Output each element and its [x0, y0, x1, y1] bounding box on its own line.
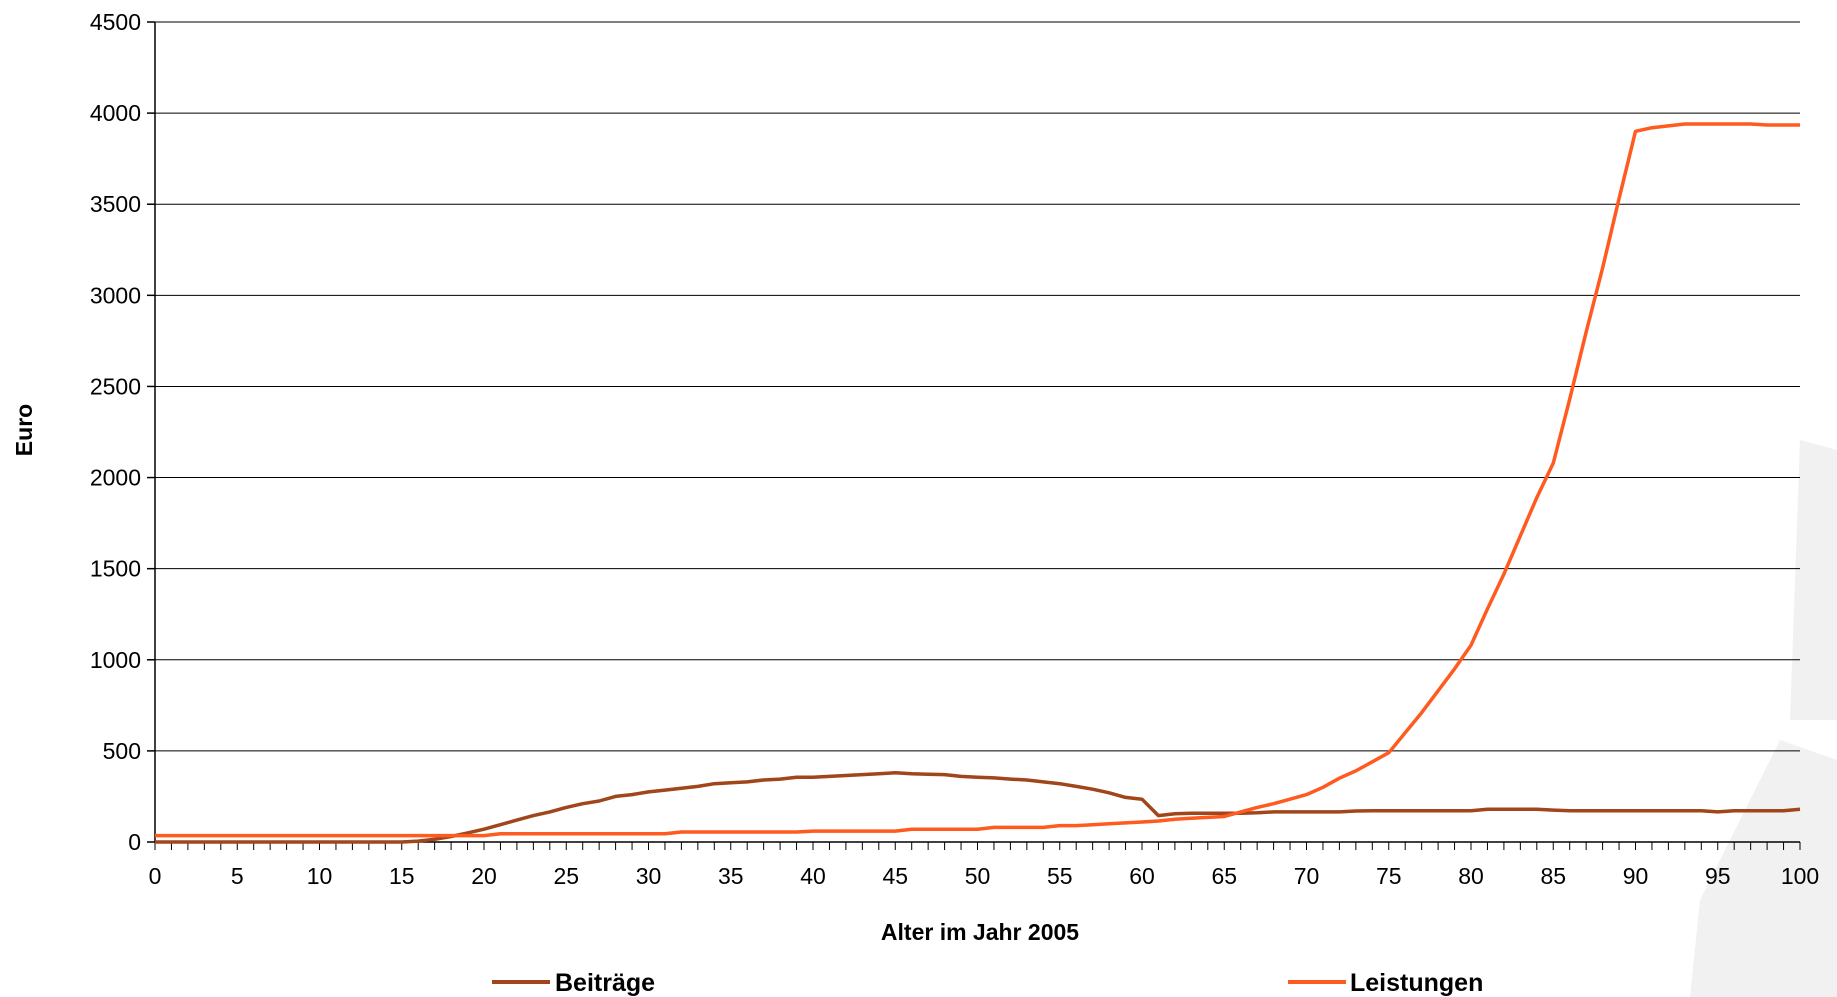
x-tick-label: 90 — [1623, 863, 1649, 889]
x-tick-label: 50 — [965, 863, 991, 889]
y-tick-label: 2000 — [90, 465, 141, 491]
watermark-shape-bottom — [1690, 740, 1837, 997]
y-tick-label: 500 — [103, 738, 141, 764]
y-tick-label: 3000 — [90, 282, 141, 308]
x-tick-label: 35 — [718, 863, 744, 889]
x-tick-label: 80 — [1458, 863, 1484, 889]
x-tick-label: 10 — [307, 863, 333, 889]
y-tick-label: 1000 — [90, 647, 141, 673]
x-tick-label: 5 — [231, 863, 244, 889]
x-tick-label: 60 — [1129, 863, 1155, 889]
y-tick-labels: 0 500 1000 1500 2000 2500 3000 3500 4000 4500 — [90, 9, 141, 855]
y-tick-label: 1500 — [90, 556, 141, 582]
x-tick-label: 70 — [1294, 863, 1320, 889]
x-tick-label: 15 — [389, 863, 415, 889]
x-tick-labels: 0 5 10 15 20 25 30 35 40 45 50 55 60 65 70 75 80 85 90 95 10… — [149, 863, 1820, 889]
y-tick-label: 4500 — [90, 9, 141, 35]
y-tick-label: 4000 — [90, 100, 141, 126]
axes — [147, 21, 1801, 850]
legend-label-leistungen: Leistungen — [1350, 969, 1483, 997]
x-axis-title: Alter im Jahr 2005 — [881, 919, 1079, 945]
x-tick-label: 65 — [1211, 863, 1237, 889]
legend: Beiträge Leistungen — [492, 969, 1483, 997]
y-axis-title: Euro — [11, 404, 37, 456]
x-tick-label: 100 — [1781, 863, 1819, 889]
x-tick-label: 75 — [1376, 863, 1402, 889]
x-tick-label: 45 — [882, 863, 908, 889]
y-tick-label: 0 — [128, 829, 141, 855]
x-tick-label: 20 — [471, 863, 497, 889]
watermark — [1690, 440, 1837, 997]
x-tick-label: 95 — [1705, 863, 1731, 889]
gridlines — [155, 21, 1800, 752]
legend-label-beitraege: Beiträge — [555, 969, 655, 997]
x-tick-label: 55 — [1047, 863, 1073, 889]
watermark-shape-top — [1790, 440, 1837, 720]
x-tick-label: 30 — [636, 863, 662, 889]
x-tick-label: 40 — [800, 863, 826, 889]
y-tick-label: 2500 — [90, 373, 141, 399]
y-tick-label: 3500 — [90, 191, 141, 217]
x-tick-label: 85 — [1540, 863, 1566, 889]
x-tick-label: 0 — [149, 863, 162, 889]
x-tick-label: 25 — [553, 863, 579, 889]
series-line-leistungen — [155, 122, 1800, 838]
series-line-beitraege — [155, 771, 1801, 844]
series-lines — [155, 122, 1801, 844]
